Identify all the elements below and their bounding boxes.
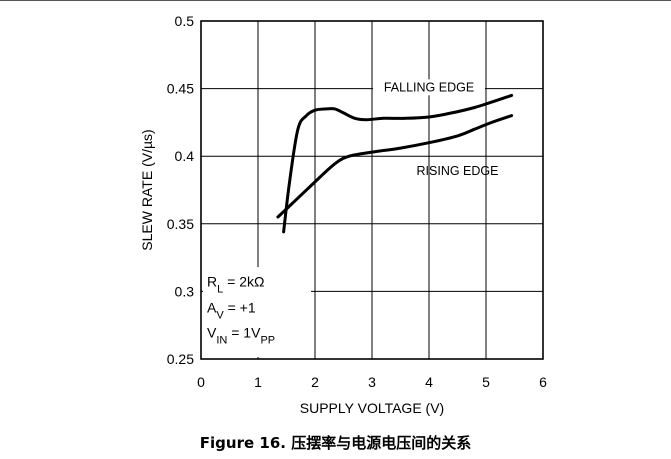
rising-edge-label: RISING EDGE — [417, 164, 499, 178]
rising-edge-line — [276, 114, 514, 219]
x-tick-label: 3 — [368, 374, 376, 390]
y-tick-label: 0.3 — [175, 283, 195, 299]
test-condition: AV = +1 — [207, 299, 256, 321]
y-tick-labels: 0.25 0.3 0.35 0.4 0.45 0.5 — [167, 13, 194, 367]
test-conditions-background — [203, 267, 311, 357]
y-tick-label: 0.5 — [175, 13, 195, 29]
falling-edge-label: FALLING EDGE — [384, 80, 474, 94]
x-tick-label: 4 — [425, 374, 433, 390]
falling-edge-label-background — [373, 79, 485, 96]
x-tick-label: 5 — [482, 374, 490, 390]
x-tick-label: 2 — [311, 374, 319, 390]
x-tick-label: 1 — [254, 374, 262, 390]
top-rule — [0, 0, 671, 1]
slew-rate-chart: 0 1 2 3 4 5 6 0.25 0.3 0.35 0.4 0.45 0.5 SUPPLY VOL… — [139, 13, 547, 416]
test-conditions: RL = 2kΩ AV = +1 VIN = 1VPP — [207, 273, 275, 346]
test-condition: VIN = 1VPP — [207, 324, 275, 346]
x-tick-label: 6 — [539, 374, 547, 390]
x-tick-label: 0 — [197, 374, 205, 390]
y-tick-label: 0.25 — [167, 351, 194, 367]
y-tick-label: 0.35 — [167, 216, 194, 232]
y-axis-label: SLEW RATE (V/µs) — [139, 129, 155, 250]
plot-frame — [200, 20, 544, 360]
y-tick-label: 0.45 — [167, 81, 194, 97]
test-condition: RL = 2kΩ — [207, 273, 264, 295]
x-axis-label: SUPPLY VOLTAGE (V) — [300, 400, 444, 416]
data-curves — [276, 93, 514, 234]
x-tick-labels: 0 1 2 3 4 5 6 — [197, 374, 547, 390]
falling-edge-line — [282, 93, 514, 234]
figure-caption: Figure 16. 压摆率与电源电压间的关系 — [199, 434, 472, 452]
y-tick-label: 0.4 — [175, 148, 195, 164]
